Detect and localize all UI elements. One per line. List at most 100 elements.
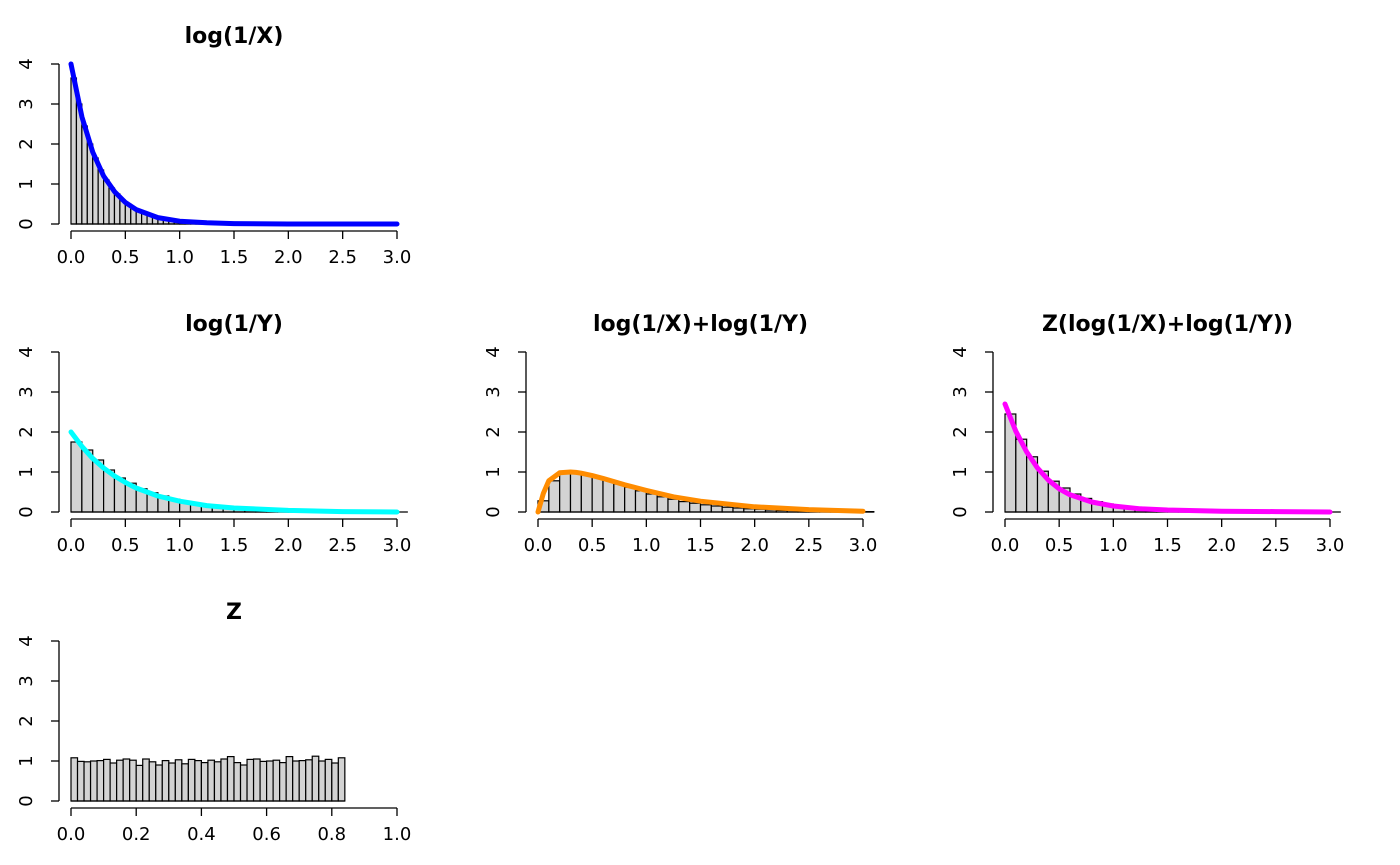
y-tick-label: 3 — [950, 386, 971, 397]
histogram-bar — [311, 755, 320, 802]
panel-title: Z(log(1/X)+log(1/Y)) — [1042, 312, 1293, 337]
x-tick-label: 1.0 — [632, 535, 661, 556]
x-tick-label: 0.5 — [111, 535, 140, 556]
histogram-bar — [89, 760, 98, 802]
histogram-bar — [161, 759, 170, 802]
histogram-bar — [220, 758, 229, 802]
histogram-bar — [246, 758, 255, 802]
histogram-bar — [285, 755, 294, 802]
x-tick-label: 0.0 — [57, 535, 86, 556]
histogram-bar — [266, 760, 274, 802]
histogram-bar — [70, 757, 79, 802]
histogram-bar — [337, 757, 346, 802]
histogram-bar — [233, 761, 242, 802]
histogram-bar — [279, 761, 287, 802]
histogram-bar — [569, 471, 582, 513]
histogram-bar — [142, 758, 150, 802]
histogram-bar — [678, 501, 691, 513]
x-tick-label: 2.5 — [328, 247, 357, 268]
histogram-bar — [207, 759, 216, 802]
x-tick-label: 1.5 — [220, 247, 249, 268]
histogram-bar — [292, 760, 300, 802]
histogram-bar — [318, 760, 326, 802]
y-tick-label: 0 — [16, 795, 37, 806]
x-tick-label: 0.0 — [991, 535, 1020, 556]
y-tick-label: 2 — [16, 715, 37, 726]
histogram-bar — [656, 496, 669, 513]
x-tick-label: 0.5 — [578, 535, 607, 556]
density-curve — [1002, 401, 1333, 515]
histogram-bar — [70, 77, 78, 225]
histogram-bar — [70, 441, 83, 513]
histogram-bar — [83, 761, 92, 802]
x-tick-label: 2.0 — [1207, 535, 1236, 556]
y-tick-label: 1 — [16, 466, 37, 477]
x-tick-label: 0.0 — [524, 535, 553, 556]
y-tick-label: 0 — [483, 506, 504, 517]
panel-title: Z — [226, 600, 242, 625]
x-tick-label: 0.5 — [1045, 535, 1074, 556]
y-tick-label: 4 — [16, 58, 37, 69]
x-tick-label: 2.0 — [274, 535, 303, 556]
x-tick-label: 0.5 — [111, 247, 140, 268]
y-tick-label: 1 — [950, 466, 971, 477]
x-tick-label: 3.0 — [383, 247, 412, 268]
histogram-bar — [559, 472, 572, 513]
histogram-bar — [591, 476, 604, 513]
histogram-bar — [699, 504, 712, 513]
panel-2: log(1/Y) 0.0 0.5 1.0 1.5 2.0 2.5 3.0 0 1 2 3 4 — [16, 312, 411, 556]
histogram-bar — [129, 759, 137, 802]
y-tick-label: 4 — [16, 346, 37, 357]
density-curve — [535, 469, 866, 515]
panel-1: log(1/X) 0.0 0.5 1.0 1.5 2.0 2.5 3.0 0 1 2 3 4 — [16, 24, 411, 268]
y-tick-label: 1 — [16, 178, 37, 189]
histogram-bar — [710, 505, 723, 513]
x-tick-label: 0.4 — [187, 824, 216, 845]
histogram-bar — [135, 764, 144, 802]
histogram-bar — [548, 480, 561, 513]
panel-title: log(1/X) — [185, 24, 284, 49]
x-tick-label: 0.6 — [252, 824, 281, 845]
histogram-bar — [181, 763, 189, 802]
panel-5: Z 0.0 0.2 0.4 0.6 0.8 1.0 0 1 2 3 4 — [16, 600, 411, 845]
x-tick-label: 1.5 — [220, 535, 249, 556]
y-tick-label: 2 — [483, 426, 504, 437]
histogram-bar — [168, 762, 176, 802]
histogram-bar — [602, 479, 615, 513]
y-tick-label: 3 — [483, 386, 504, 397]
histogram-bar — [634, 490, 647, 513]
histogram-bar — [213, 761, 222, 802]
panel-title: log(1/Y) — [185, 312, 283, 337]
x-tick-label: 1.0 — [165, 535, 194, 556]
histogram-bar — [667, 498, 680, 513]
y-tick-label: 1 — [16, 755, 37, 766]
x-tick-label: 1.5 — [1153, 535, 1182, 556]
x-tick-label: 0.2 — [122, 824, 151, 845]
x-tick-label: 0.0 — [57, 824, 86, 845]
y-tick-label: 0 — [950, 506, 971, 517]
histogram-bar — [272, 759, 281, 802]
histogram-bar — [580, 473, 593, 513]
histogram-bar — [155, 764, 163, 802]
x-tick-label: 1.0 — [165, 247, 194, 268]
x-tick-label: 2.0 — [274, 247, 303, 268]
panel-4: Z(log(1/X)+log(1/Y)) 0.0 0.5 1.0 1.5 2.0 2.5 3.… — [950, 312, 1344, 556]
x-tick-label: 1.5 — [686, 535, 715, 556]
y-tick-label: 1 — [483, 466, 504, 477]
histogram-bar — [226, 755, 235, 802]
histogram-bar — [200, 761, 209, 802]
histogram-bar — [624, 486, 637, 513]
density-curve — [68, 61, 400, 227]
y-tick-label: 4 — [16, 635, 37, 646]
x-tick-label: 0.0 — [57, 247, 86, 268]
x-tick-label: 2.5 — [328, 535, 357, 556]
y-tick-label: 3 — [16, 675, 37, 686]
histogram-bar — [689, 502, 702, 513]
histogram-bar — [116, 759, 124, 802]
histogram-bar — [331, 762, 339, 802]
y-tick-label: 4 — [483, 346, 504, 357]
x-tick-label: 3.0 — [849, 535, 878, 556]
x-tick-label: 3.0 — [1316, 535, 1345, 556]
histogram-bar — [194, 759, 203, 802]
histogram-bar — [96, 759, 105, 802]
